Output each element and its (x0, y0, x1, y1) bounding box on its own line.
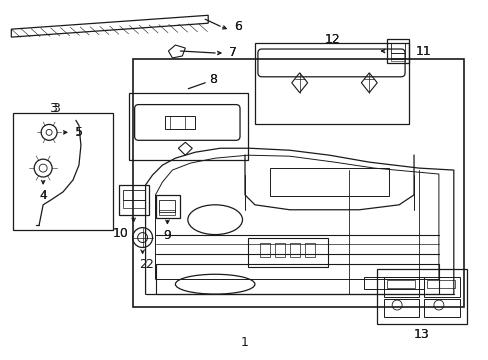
Bar (260, 243, 269, 257)
Text: 1: 1 (241, 336, 248, 349)
Text: 6: 6 (234, 20, 242, 33)
Text: 13: 13 (413, 328, 429, 341)
Text: 11: 11 (415, 45, 431, 58)
Bar (304, 243, 314, 257)
Text: 12: 12 (324, 33, 340, 46)
Text: 3: 3 (49, 102, 57, 115)
Bar (390, 43, 404, 53)
Bar (364, 277, 423, 289)
Text: 5: 5 (75, 126, 83, 139)
Bar (128, 93, 247, 160)
Text: 10: 10 (113, 227, 128, 240)
Bar (390, 53, 404, 59)
Bar (376, 269, 466, 324)
Bar (390, 58, 404, 61)
Bar (159, 210, 175, 215)
Bar (384, 277, 418, 297)
Text: 7: 7 (228, 46, 237, 59)
Text: 9: 9 (163, 229, 171, 242)
Bar (165, 116, 195, 129)
Bar (274, 243, 284, 257)
Text: 2: 2 (145, 258, 153, 271)
Bar (122, 200, 144, 208)
Bar (386, 280, 414, 288)
Bar (384, 299, 418, 317)
Text: 4: 4 (39, 189, 47, 202)
Bar (269, 168, 388, 196)
Bar (426, 280, 454, 288)
Bar (289, 243, 299, 257)
Bar (159, 200, 175, 212)
Text: 8: 8 (209, 73, 217, 86)
Text: 5: 5 (75, 127, 82, 138)
Text: 13: 13 (413, 328, 429, 341)
Bar (247, 238, 327, 267)
Bar (423, 299, 459, 317)
Text: 4: 4 (40, 191, 47, 201)
Bar (155, 264, 438, 294)
Bar (423, 277, 459, 297)
Text: 8: 8 (209, 73, 217, 86)
Bar (122, 190, 144, 200)
Bar (254, 43, 408, 125)
Text: 9: 9 (163, 229, 171, 242)
Text: 10: 10 (113, 227, 128, 240)
Text: 12: 12 (324, 33, 340, 46)
Text: 3: 3 (52, 102, 60, 115)
Text: 11: 11 (415, 45, 431, 58)
Text: 7: 7 (228, 46, 237, 59)
Text: 2: 2 (139, 258, 146, 271)
Text: 6: 6 (234, 20, 242, 33)
Bar (13, 113, 113, 230)
